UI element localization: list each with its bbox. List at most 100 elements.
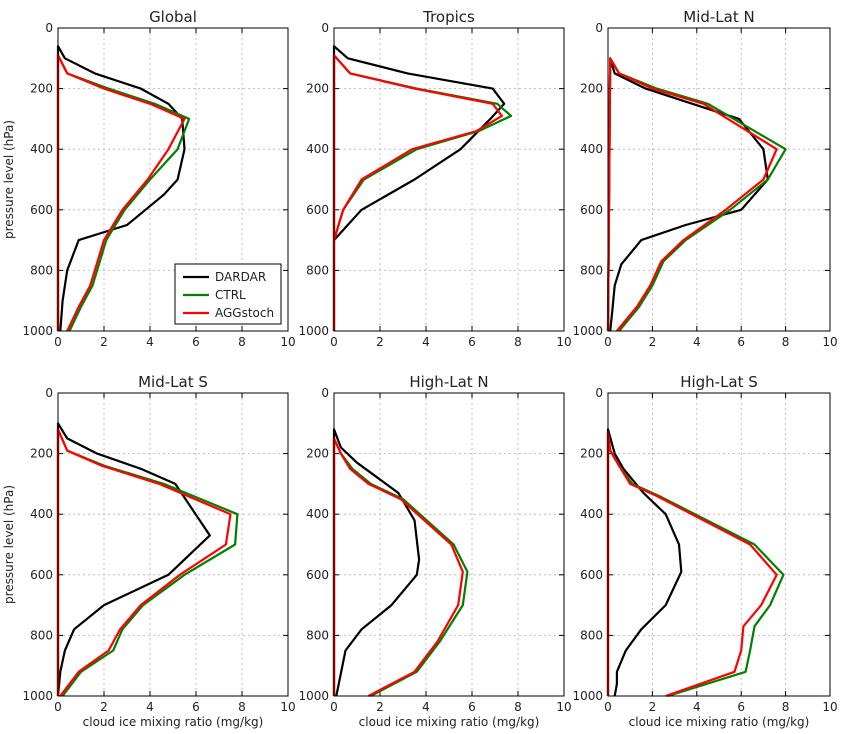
x-tick-label: 8 — [782, 335, 790, 349]
x-tick-label: 6 — [468, 700, 476, 714]
x-tick-label: 10 — [822, 335, 837, 349]
y-tick-label: 400 — [580, 507, 603, 521]
y-tick-label: 400 — [306, 507, 329, 521]
y-tick-label: 600 — [580, 203, 603, 217]
x-tick-label: 4 — [693, 700, 701, 714]
plot-frame — [607, 392, 831, 697]
y-tick-label: 1000 — [22, 324, 53, 338]
y-tick-label: 200 — [580, 82, 603, 96]
y-tick-label: 200 — [306, 447, 329, 461]
panel-high-lat-s: 0 2 4 6 8 10 0 200 400 600 800 1000 High-Lat S cloud … — [572, 373, 837, 729]
x-tick-label: 0 — [330, 700, 338, 714]
series-line-dardar — [332, 428, 421, 697]
series-line-aggstoch — [606, 57, 778, 332]
plot-frame — [57, 392, 289, 697]
x-tick-label: 8 — [238, 700, 246, 714]
panel-title: High-Lat N — [409, 373, 488, 391]
series-line-ctrl — [606, 431, 785, 698]
y-tick-label: 600 — [30, 568, 53, 582]
y-axis-label: pressure level (hPa) — [2, 120, 16, 239]
y-tick-label: 1000 — [572, 324, 603, 338]
x-tick-label: 10 — [822, 700, 837, 714]
series-line-ctrl — [56, 54, 191, 332]
y-tick-label: 400 — [306, 142, 329, 156]
panel-global: 0 2 4 6 8 10 0 200 400 600 800 1000 Global pressure l… — [2, 8, 296, 349]
x-tick-label: 8 — [782, 700, 790, 714]
panel-title: Global — [149, 8, 197, 26]
series-line-aggstoch — [332, 437, 464, 697]
y-tick-label: 0 — [45, 21, 53, 35]
x-tick-label: 6 — [737, 335, 745, 349]
panel-mid-lat-n: 0 2 4 6 8 10 0 200 400 600 800 1000 Mid-Lat N — [572, 8, 837, 349]
x-tick-label: 4 — [146, 335, 154, 349]
y-tick-label: 800 — [30, 628, 53, 642]
series-line-ctrl — [332, 54, 513, 331]
y-tick-label: 800 — [306, 263, 329, 277]
x-axis-label: cloud ice mixing ratio (mg/kg) — [83, 715, 264, 729]
x-tick-label: 10 — [280, 335, 295, 349]
y-tick-label: 1000 — [572, 689, 603, 703]
panel-title: Mid-Lat S — [138, 373, 208, 391]
x-axis-label: cloud ice mixing ratio (mg/kg) — [359, 715, 540, 729]
y-tick-label: 0 — [595, 21, 603, 35]
y-tick-label: 400 — [580, 142, 603, 156]
x-tick-label: 2 — [376, 335, 384, 349]
plot-frame — [57, 27, 289, 332]
y-tick-label: 800 — [580, 263, 603, 277]
x-tick-label: 10 — [556, 700, 571, 714]
x-tick-label: 10 — [556, 335, 571, 349]
y-tick-label: 800 — [580, 628, 603, 642]
x-tick-label: 0 — [330, 335, 338, 349]
y-tick-label: 200 — [30, 82, 53, 96]
panel-tropics: 0 2 4 6 8 10 0 200 400 600 800 1000 Tropics — [298, 8, 571, 349]
y-tick-label: 1000 — [298, 689, 329, 703]
y-tick-label: 200 — [580, 447, 603, 461]
x-tick-label: 6 — [737, 700, 745, 714]
series-line-aggstoch — [56, 54, 186, 332]
x-tick-label: 4 — [422, 700, 430, 714]
series-line-aggstoch — [332, 54, 503, 331]
y-tick-label: 400 — [30, 142, 53, 156]
series-line-aggstoch — [606, 431, 778, 698]
plot-frame — [607, 27, 831, 332]
y-tick-label: 0 — [321, 21, 329, 35]
y-tick-label: 600 — [580, 568, 603, 582]
y-tick-label: 400 — [30, 507, 53, 521]
x-tick-label: 2 — [100, 700, 108, 714]
x-tick-label: 10 — [280, 700, 295, 714]
x-tick-label: 2 — [376, 700, 384, 714]
x-tick-label: 0 — [54, 700, 62, 714]
legend-label-ctrl: CTRL — [215, 288, 246, 302]
y-tick-label: 200 — [306, 82, 329, 96]
legend: DARDAR CTRL AGGstoch — [174, 263, 282, 325]
x-tick-label: 8 — [514, 700, 522, 714]
x-tick-label: 2 — [649, 335, 657, 349]
x-tick-label: 6 — [192, 335, 200, 349]
x-tick-label: 4 — [422, 335, 430, 349]
y-tick-label: 1000 — [298, 324, 329, 338]
panel-mid-lat-s: 0 2 4 6 8 10 0 200 400 600 800 1000 Mid-Lat S pressur… — [2, 373, 296, 729]
y-tick-label: 600 — [30, 203, 53, 217]
series-line-dardar — [56, 422, 211, 697]
y-tick-label: 600 — [306, 203, 329, 217]
series-line-ctrl — [56, 428, 239, 697]
y-tick-label: 800 — [30, 263, 53, 277]
series-line-dardar — [56, 45, 186, 332]
x-tick-label: 8 — [514, 335, 522, 349]
x-tick-label: 6 — [468, 335, 476, 349]
y-axis-label: pressure level (hPa) — [2, 485, 16, 604]
y-tick-label: 0 — [321, 386, 329, 400]
y-tick-label: 600 — [306, 568, 329, 582]
y-tick-label: 800 — [306, 628, 329, 642]
legend-label-aggstoch: AGGstoch — [215, 306, 274, 320]
x-tick-label: 2 — [649, 700, 657, 714]
panel-title: Tropics — [422, 8, 475, 26]
legend-label-dardar: DARDAR — [215, 270, 266, 284]
y-tick-label: 0 — [45, 386, 53, 400]
panel-high-lat-n: 0 2 4 6 8 10 0 200 400 600 800 1000 High-Lat N cloud … — [298, 373, 571, 729]
x-tick-label: 2 — [100, 335, 108, 349]
series-line-dardar — [606, 428, 683, 697]
x-tick-label: 8 — [238, 335, 246, 349]
series-line-ctrl — [332, 437, 469, 697]
